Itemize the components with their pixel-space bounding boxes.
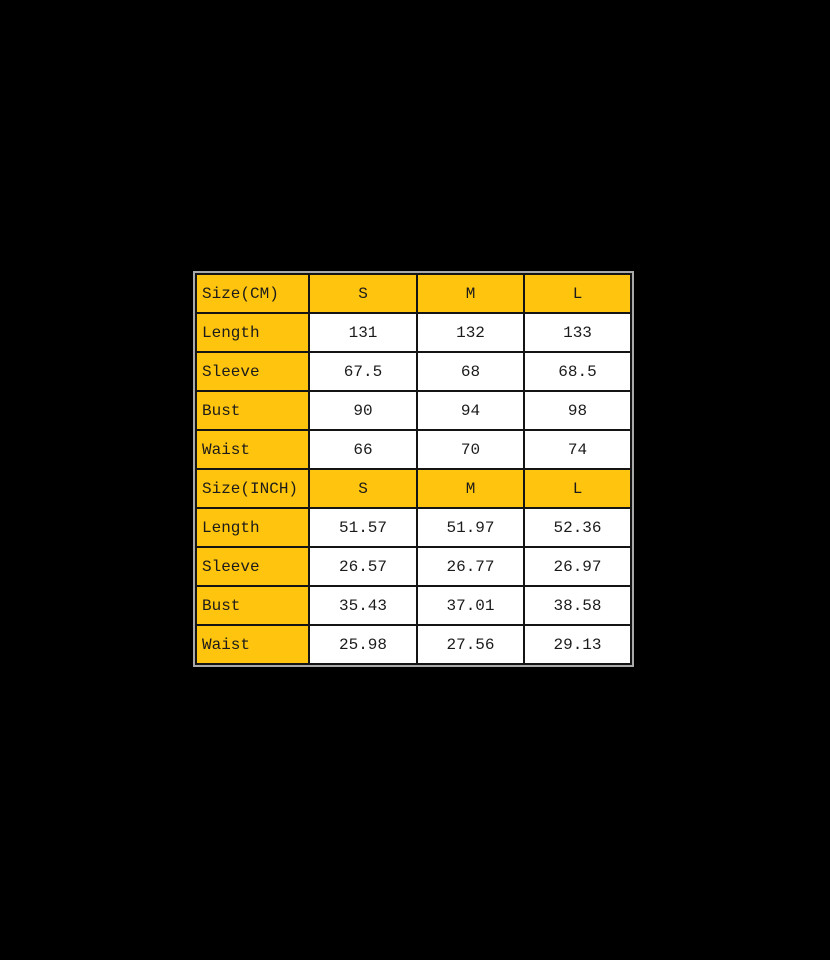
row-label-cell: Bust (195, 390, 310, 431)
value-cell: 90 (308, 390, 418, 431)
table-row: Bust 90 94 98 (195, 390, 632, 431)
value-cell: 132 (416, 312, 525, 353)
row-label-cell: Waist (195, 429, 310, 470)
row-label-cell: Sleeve (195, 546, 310, 587)
value-cell: 26.77 (416, 546, 525, 587)
value-cell: 94 (416, 390, 525, 431)
value-cell: 26.97 (523, 546, 632, 587)
value-cell: 35.43 (308, 585, 418, 626)
table-header-row: Size(INCH) S M L (195, 468, 632, 509)
table-row: Waist 66 70 74 (195, 429, 632, 470)
value-cell: 74 (523, 429, 632, 470)
size-column-header-cell: M (416, 273, 525, 314)
size-chart: Size(CM) S M L Length 131 132 133 Sleeve 67.5 68 68… (193, 271, 634, 667)
size-column-header-cell: M (416, 468, 525, 509)
table-row: Waist 25.98 27.56 29.13 (195, 624, 632, 665)
value-cell: 98 (523, 390, 632, 431)
table-row: Bust 35.43 37.01 38.58 (195, 585, 632, 626)
row-label-cell: Bust (195, 585, 310, 626)
value-cell: 25.98 (308, 624, 418, 665)
value-cell: 67.5 (308, 351, 418, 392)
table-row: Sleeve 67.5 68 68.5 (195, 351, 632, 392)
value-cell: 38.58 (523, 585, 632, 626)
row-label-cell: Sleeve (195, 351, 310, 392)
value-cell: 26.57 (308, 546, 418, 587)
value-cell: 70 (416, 429, 525, 470)
value-cell: 37.01 (416, 585, 525, 626)
value-cell: 51.57 (308, 507, 418, 548)
size-chart-body: Size(CM) S M L Length 131 132 133 Sleeve 67.5 68 68… (195, 273, 632, 665)
value-cell: 133 (523, 312, 632, 353)
value-cell: 68 (416, 351, 525, 392)
size-column-header-cell: S (308, 468, 418, 509)
value-cell: 27.56 (416, 624, 525, 665)
row-label-cell: Length (195, 312, 310, 353)
table-row: Length 131 132 133 (195, 312, 632, 353)
size-column-header-cell: L (523, 273, 632, 314)
table-row: Sleeve 26.57 26.77 26.97 (195, 546, 632, 587)
value-cell: 52.36 (523, 507, 632, 548)
size-chart-table: Size(CM) S M L Length 131 132 133 Sleeve 67.5 68 68… (193, 271, 634, 667)
section-header-cell: Size(CM) (195, 273, 310, 314)
value-cell: 29.13 (523, 624, 632, 665)
size-column-header-cell: L (523, 468, 632, 509)
value-cell: 66 (308, 429, 418, 470)
table-row: Length 51.57 51.97 52.36 (195, 507, 632, 548)
row-label-cell: Waist (195, 624, 310, 665)
row-label-cell: Length (195, 507, 310, 548)
table-header-row: Size(CM) S M L (195, 273, 632, 314)
size-column-header-cell: S (308, 273, 418, 314)
value-cell: 68.5 (523, 351, 632, 392)
value-cell: 131 (308, 312, 418, 353)
value-cell: 51.97 (416, 507, 525, 548)
section-header-cell: Size(INCH) (195, 468, 310, 509)
